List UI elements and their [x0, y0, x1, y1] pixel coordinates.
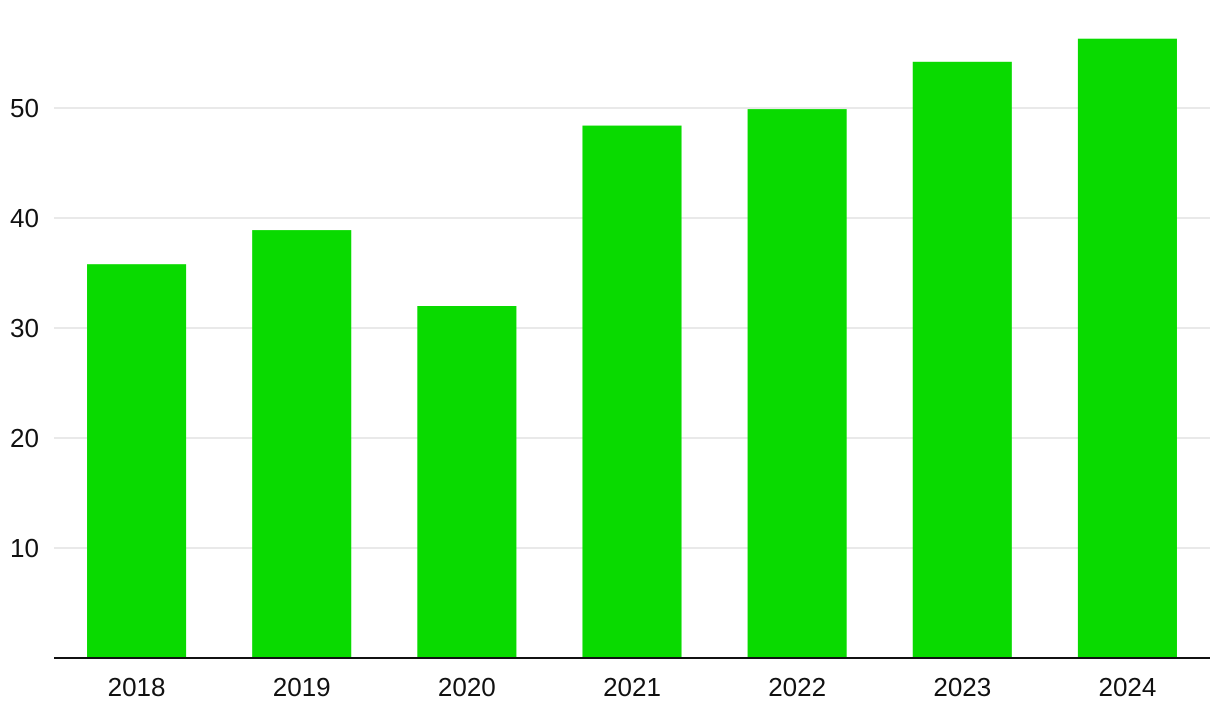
- bar-2020: [417, 306, 517, 658]
- x-tick-label: 2024: [1099, 672, 1157, 702]
- x-tick-label: 2023: [933, 672, 991, 702]
- bar-2019: [252, 230, 352, 658]
- x-axis-ticks: 2018 2019 2020 2021 2022 2023 2024: [108, 672, 1157, 702]
- y-axis-ticks: 10 20 30 40 50: [10, 93, 39, 563]
- x-tick-label: 2019: [273, 672, 331, 702]
- bar-2022: [747, 109, 847, 659]
- bars: [87, 38, 1177, 659]
- bar-2018: [87, 264, 187, 658]
- y-tick-label: 10: [10, 533, 39, 563]
- x-tick-label: 2020: [438, 672, 496, 702]
- y-tick-label: 40: [10, 203, 39, 233]
- y-tick-label: 50: [10, 93, 39, 123]
- y-tick-label: 20: [10, 423, 39, 453]
- x-tick-label: 2022: [768, 672, 826, 702]
- bar-2023: [912, 61, 1012, 659]
- bar-2021: [582, 125, 682, 659]
- x-tick-label: 2021: [603, 672, 661, 702]
- bar-2024: [1077, 38, 1177, 658]
- x-tick-label: 2018: [108, 672, 166, 702]
- y-tick-label: 30: [10, 313, 39, 343]
